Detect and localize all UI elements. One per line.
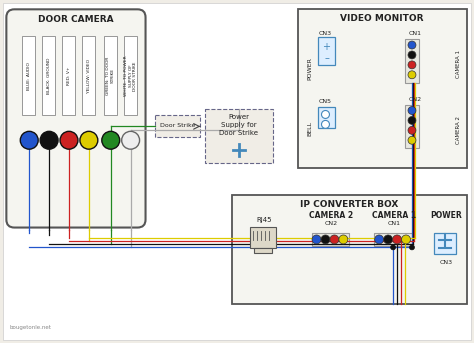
Text: Power: Power bbox=[228, 115, 249, 120]
Circle shape bbox=[408, 71, 416, 79]
Bar bbox=[155, 116, 200, 137]
Circle shape bbox=[383, 235, 392, 244]
Text: POWER: POWER bbox=[307, 57, 312, 80]
Bar bbox=[104, 36, 117, 116]
Bar bbox=[22, 36, 35, 116]
Text: Door Strike: Door Strike bbox=[219, 130, 258, 136]
Text: CN3: CN3 bbox=[439, 260, 452, 265]
Text: YELLOW: VIDEO: YELLOW: VIDEO bbox=[87, 59, 91, 93]
Circle shape bbox=[339, 235, 348, 244]
Text: GREEN: TO DOOR
STRIKE: GREEN: TO DOOR STRIKE bbox=[107, 57, 115, 95]
Text: –: – bbox=[324, 53, 329, 63]
Text: CAMERA 2: CAMERA 2 bbox=[456, 116, 461, 144]
Circle shape bbox=[391, 245, 396, 250]
Circle shape bbox=[321, 120, 329, 128]
Text: BLACK: GROUND: BLACK: GROUND bbox=[47, 58, 51, 94]
Bar bbox=[298, 9, 466, 168]
Bar bbox=[124, 36, 137, 116]
Text: +: + bbox=[322, 42, 330, 52]
Bar bbox=[254, 248, 272, 253]
Bar bbox=[374, 233, 412, 246]
Text: Supply for: Supply for bbox=[221, 122, 257, 128]
Circle shape bbox=[392, 235, 401, 244]
Circle shape bbox=[102, 131, 120, 149]
Text: CN1: CN1 bbox=[388, 221, 401, 226]
Circle shape bbox=[330, 235, 339, 244]
Text: BLUE: AUDIO: BLUE: AUDIO bbox=[27, 62, 31, 90]
Text: VIDEO MONITOR: VIDEO MONITOR bbox=[340, 14, 424, 23]
Circle shape bbox=[408, 61, 416, 69]
Circle shape bbox=[410, 245, 414, 250]
Bar bbox=[318, 37, 336, 65]
FancyBboxPatch shape bbox=[6, 9, 146, 227]
Circle shape bbox=[60, 131, 78, 149]
Text: CAMERA 2: CAMERA 2 bbox=[310, 211, 354, 220]
Circle shape bbox=[20, 131, 38, 149]
Circle shape bbox=[401, 235, 410, 244]
Text: CN2: CN2 bbox=[325, 221, 338, 226]
Text: POWER: POWER bbox=[430, 211, 462, 220]
Circle shape bbox=[80, 131, 98, 149]
Text: RJ45: RJ45 bbox=[256, 217, 272, 223]
Circle shape bbox=[122, 131, 139, 149]
Bar bbox=[42, 36, 55, 116]
Text: bougetonle.net: bougetonle.net bbox=[9, 325, 51, 330]
Text: BELL: BELL bbox=[307, 121, 312, 136]
Bar bbox=[434, 233, 456, 254]
Circle shape bbox=[321, 235, 330, 244]
Circle shape bbox=[408, 51, 416, 59]
Bar bbox=[318, 107, 336, 128]
Text: RED: V+: RED: V+ bbox=[67, 67, 71, 85]
Bar bbox=[250, 226, 276, 248]
Bar bbox=[82, 36, 95, 116]
Circle shape bbox=[408, 126, 416, 134]
Circle shape bbox=[408, 117, 416, 125]
Circle shape bbox=[321, 110, 329, 118]
Circle shape bbox=[374, 235, 383, 244]
Text: CAMERA 1: CAMERA 1 bbox=[456, 50, 461, 78]
Text: CN1: CN1 bbox=[409, 31, 421, 36]
Bar bbox=[405, 39, 419, 83]
Bar bbox=[405, 105, 419, 148]
Bar bbox=[232, 195, 466, 304]
Circle shape bbox=[312, 235, 321, 244]
Text: WHITE: TO POWER
SUPPLY OF
DOOR STRIKE: WHITE: TO POWER SUPPLY OF DOOR STRIKE bbox=[124, 56, 137, 96]
Text: IP CONVERTER BOX: IP CONVERTER BOX bbox=[300, 200, 399, 209]
Text: CAMERA 1: CAMERA 1 bbox=[372, 211, 416, 220]
Bar bbox=[205, 108, 273, 163]
Circle shape bbox=[408, 107, 416, 115]
Circle shape bbox=[408, 41, 416, 49]
Text: CN5: CN5 bbox=[319, 98, 332, 104]
Circle shape bbox=[408, 136, 416, 144]
Bar bbox=[311, 233, 349, 246]
Text: Door Strike: Door Strike bbox=[160, 123, 196, 128]
Text: CN2: CN2 bbox=[409, 97, 421, 102]
Text: CN3: CN3 bbox=[319, 31, 332, 36]
Text: DOOR CAMERA: DOOR CAMERA bbox=[38, 15, 114, 24]
Circle shape bbox=[40, 131, 58, 149]
Bar bbox=[62, 36, 75, 116]
